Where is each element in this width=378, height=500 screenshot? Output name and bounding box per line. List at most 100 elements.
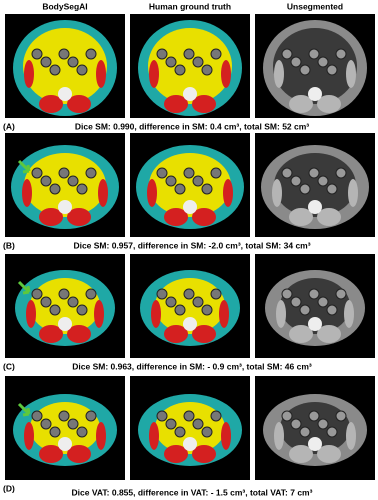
bowel	[67, 56, 79, 68]
visceral-area	[30, 278, 100, 334]
panel-label: (C)	[3, 361, 15, 371]
panel-caption: Dice SM: 0.957, difference in SM: -2.0 c…	[73, 240, 310, 250]
bowel	[31, 288, 43, 300]
panel-label: (B)	[3, 240, 15, 250]
muscle	[192, 445, 216, 463]
bowel	[49, 426, 61, 438]
ct-image	[5, 254, 125, 358]
bowel	[40, 56, 52, 68]
muscle	[317, 445, 341, 463]
vertebra	[308, 437, 322, 451]
bowel	[183, 48, 195, 60]
vertebra	[308, 317, 322, 331]
panel-caption: Dice SM: 0.990, difference in SM: 0.4 cm…	[75, 121, 309, 131]
bowel	[317, 418, 329, 430]
bowel	[85, 48, 97, 60]
bowel	[156, 48, 168, 60]
bowel	[67, 418, 79, 430]
muscle	[317, 325, 341, 343]
vertebra	[58, 200, 72, 214]
column-header: BodySegAI	[42, 1, 87, 11]
muscle	[39, 95, 63, 113]
bowel	[192, 296, 204, 308]
bowel	[40, 418, 52, 430]
bowel	[76, 426, 88, 438]
muscle	[346, 60, 356, 88]
bowel	[174, 304, 186, 316]
bowel	[210, 288, 222, 300]
bowel	[156, 167, 168, 179]
ct-image	[255, 14, 375, 118]
bowel	[40, 175, 52, 187]
bowel	[192, 418, 204, 430]
muscle	[164, 325, 188, 343]
visceral-area	[274, 153, 356, 217]
ct-image	[130, 133, 250, 237]
bowel	[183, 410, 195, 422]
muscle	[39, 325, 63, 343]
bowel	[192, 175, 204, 187]
arrow	[17, 402, 31, 417]
muscle	[223, 179, 233, 207]
bowel	[308, 48, 320, 60]
bowel	[335, 167, 347, 179]
bowel	[281, 167, 293, 179]
bowel	[85, 410, 97, 422]
muscle	[289, 95, 313, 113]
panel-caption: Dice SM: 0.963, difference in SM: - 0.9 …	[72, 361, 312, 371]
ct-image	[5, 376, 125, 480]
visceral-area	[280, 278, 350, 334]
bowel	[299, 183, 311, 195]
bowel	[49, 304, 61, 316]
panel-caption: Dice VAT: 0.855, difference in VAT: - 1.…	[72, 487, 313, 497]
muscle	[26, 300, 36, 328]
muscle	[317, 95, 341, 113]
visceral-area	[280, 402, 350, 454]
muscle	[348, 179, 358, 207]
bowel	[174, 64, 186, 76]
vertebra	[308, 87, 322, 101]
muscle	[192, 208, 216, 226]
bowel	[210, 167, 222, 179]
muscle	[39, 445, 63, 463]
muscle	[164, 445, 188, 463]
bowel	[58, 288, 70, 300]
muscle	[147, 179, 157, 207]
muscle	[192, 325, 216, 343]
bowel	[281, 410, 293, 422]
bowel	[201, 426, 213, 438]
ct-image	[255, 376, 375, 480]
bowel	[165, 175, 177, 187]
muscle	[274, 422, 284, 450]
bowel	[326, 304, 338, 316]
bowel	[201, 64, 213, 76]
vertebra	[183, 437, 197, 451]
bowel	[326, 183, 338, 195]
muscle	[96, 422, 106, 450]
bowel	[58, 48, 70, 60]
bowel	[192, 56, 204, 68]
visceral-area	[24, 153, 106, 217]
column-header: Unsegmented	[287, 1, 343, 11]
bowel	[281, 288, 293, 300]
ct-image	[5, 133, 125, 237]
bowel	[156, 410, 168, 422]
bowel	[201, 183, 213, 195]
panel-label: (D)	[3, 483, 15, 493]
muscle	[344, 300, 354, 328]
muscle	[272, 179, 282, 207]
column-header: Human ground truth	[149, 1, 231, 11]
bowel	[326, 64, 338, 76]
bowel	[290, 418, 302, 430]
muscle	[219, 300, 229, 328]
arrow	[17, 280, 31, 295]
bowel	[317, 56, 329, 68]
panel-label: (A)	[3, 121, 15, 131]
vertebra	[308, 200, 322, 214]
ct-image	[130, 14, 250, 118]
bowel	[85, 288, 97, 300]
bowel	[335, 48, 347, 60]
visceral-area	[273, 28, 357, 104]
muscle	[24, 422, 34, 450]
